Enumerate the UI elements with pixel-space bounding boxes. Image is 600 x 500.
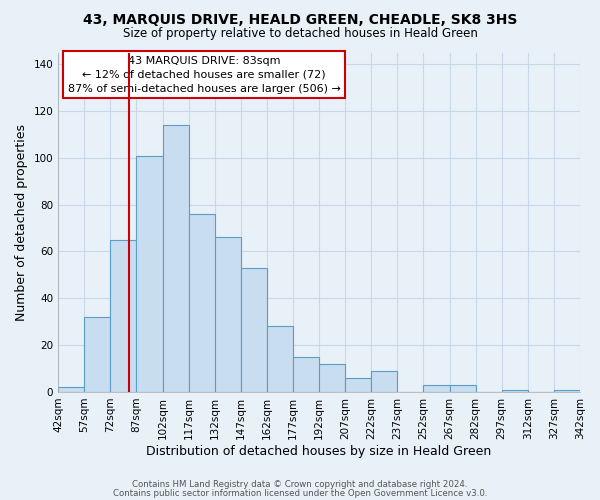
Bar [424, 385, 449, 392]
Y-axis label: Number of detached properties: Number of detached properties [15, 124, 28, 320]
Text: 43 MARQUIS DRIVE: 83sqm
← 12% of detached houses are smaller (72)
87% of semi-de: 43 MARQUIS DRIVE: 83sqm ← 12% of detache… [68, 56, 341, 94]
Bar [319, 364, 345, 392]
Bar [188, 214, 215, 392]
Text: 43, MARQUIS DRIVE, HEALD GREEN, CHEADLE, SK8 3HS: 43, MARQUIS DRIVE, HEALD GREEN, CHEADLE,… [83, 12, 517, 26]
Bar [502, 390, 528, 392]
Bar [110, 240, 136, 392]
Text: Size of property relative to detached houses in Heald Green: Size of property relative to detached ho… [122, 28, 478, 40]
Bar [241, 268, 267, 392]
X-axis label: Distribution of detached houses by size in Heald Green: Distribution of detached houses by size … [146, 444, 492, 458]
Bar [449, 385, 476, 392]
Bar [136, 156, 163, 392]
Bar [84, 317, 110, 392]
Bar [163, 125, 188, 392]
Bar [345, 378, 371, 392]
Text: Contains public sector information licensed under the Open Government Licence v3: Contains public sector information licen… [113, 488, 487, 498]
Bar [215, 238, 241, 392]
Bar [554, 390, 580, 392]
Text: Contains HM Land Registry data © Crown copyright and database right 2024.: Contains HM Land Registry data © Crown c… [132, 480, 468, 489]
Bar [58, 388, 84, 392]
Bar [371, 371, 397, 392]
Bar [267, 326, 293, 392]
Bar [293, 357, 319, 392]
